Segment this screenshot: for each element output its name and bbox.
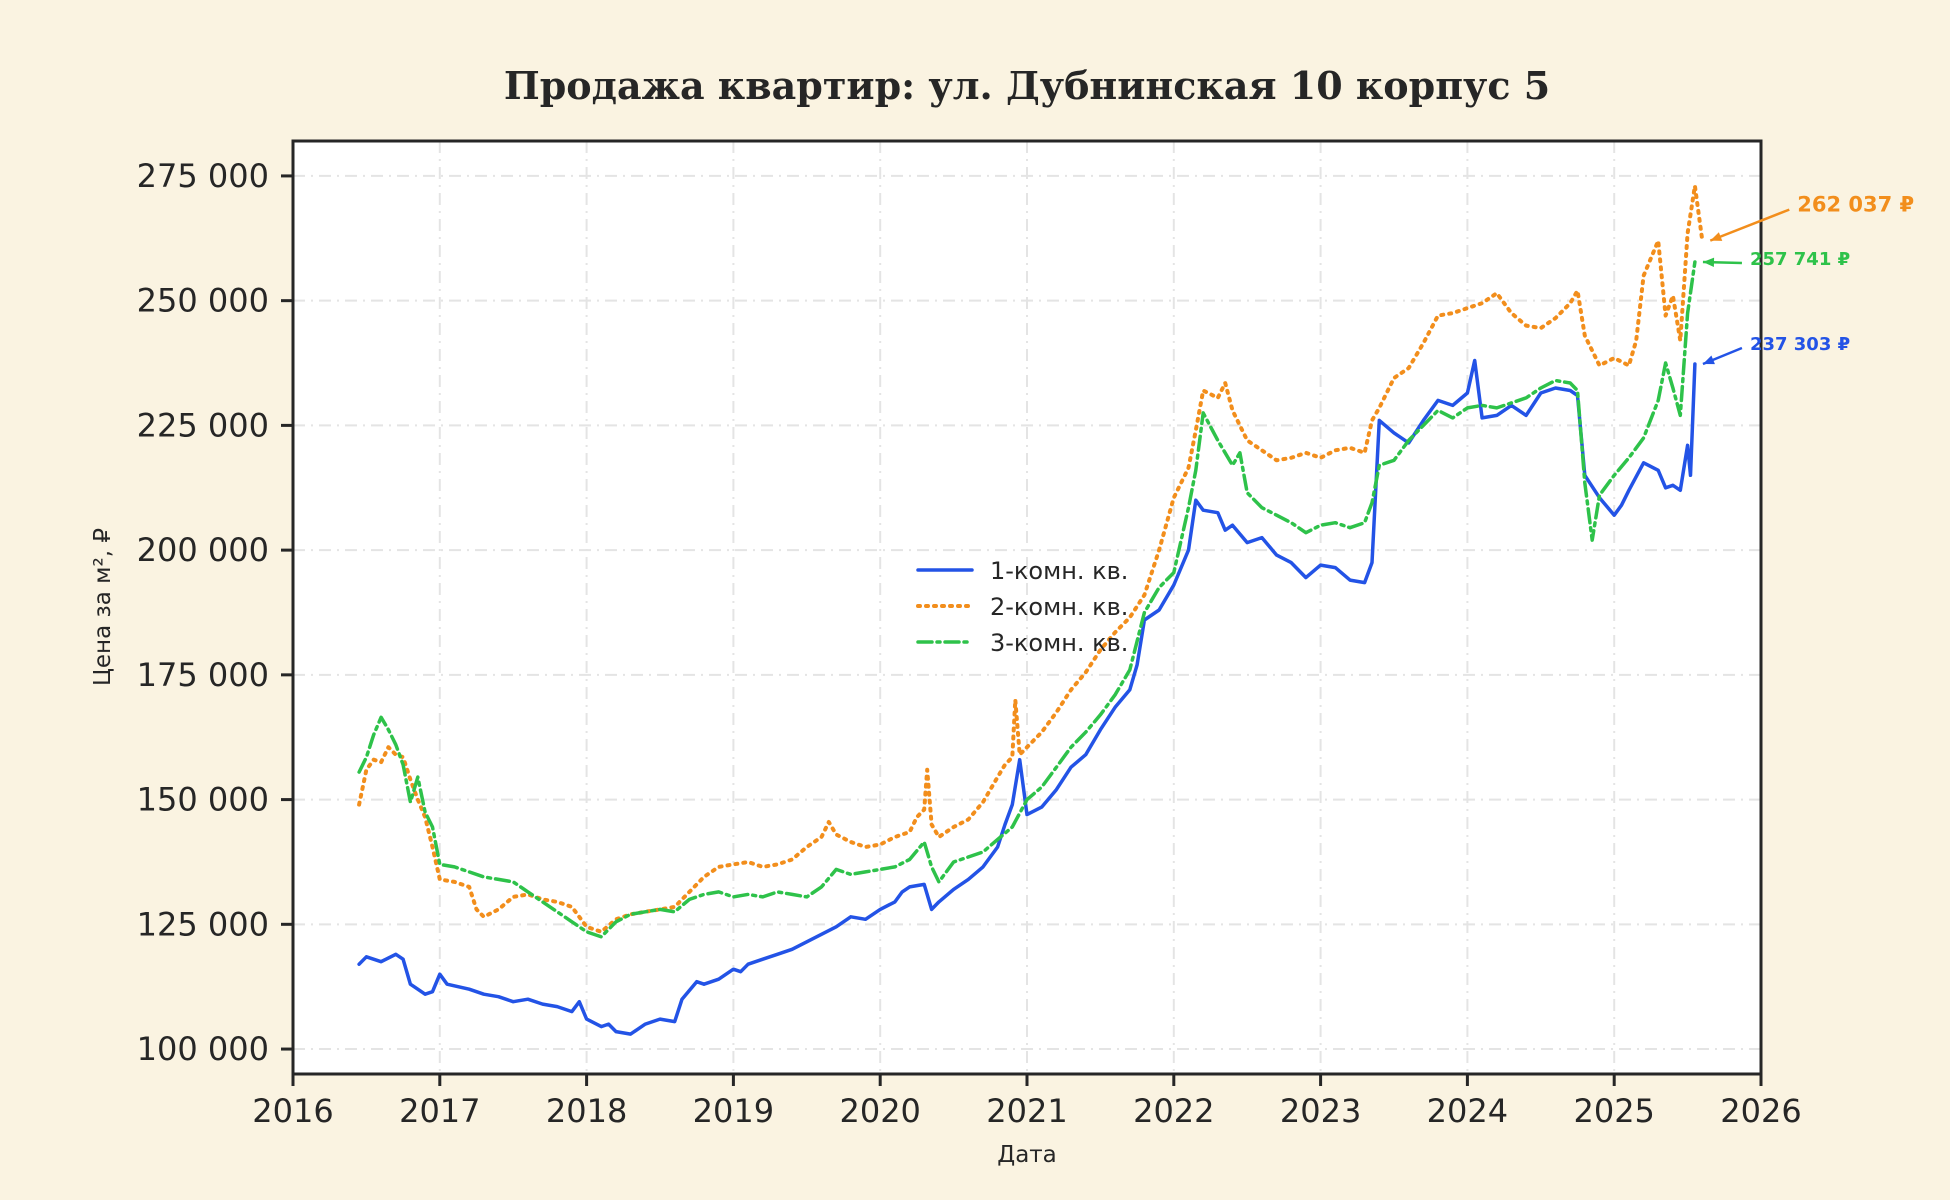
- x-tick-label: 2017: [399, 1092, 480, 1130]
- y-tick-label: 225 000: [137, 406, 269, 444]
- end-label-1k: 237 303 ₽: [1750, 334, 1850, 355]
- y-tick-label: 275 000: [137, 157, 269, 195]
- end-label-arrowhead: [1710, 232, 1723, 241]
- plot-area: [293, 141, 1761, 1074]
- x-tick-label: 2019: [693, 1092, 774, 1130]
- y-tick-label: 125 000: [137, 905, 269, 943]
- y-tick-label: 250 000: [137, 282, 269, 320]
- x-tick-label: 2024: [1427, 1092, 1508, 1130]
- series-group: [357, 183, 1705, 1036]
- y-axis: 100 000 125 000 150 000 175 000 200 000 225 0…: [137, 157, 293, 1068]
- y-tick-label: 200 000: [137, 531, 269, 569]
- y-axis-label: Цена за м², ₽: [90, 528, 116, 686]
- end-label-3k: 257 741 ₽: [1750, 249, 1850, 270]
- x-axis: 2016 2017 2018 2019 2020 2021 2022 2023 2024 2025…: [252, 1074, 1802, 1130]
- x-tick-label: 2020: [839, 1092, 920, 1130]
- series-line-3k: [357, 260, 1697, 939]
- end-label-arrow: [1709, 208, 1790, 242]
- y-tick-label: 175 000: [137, 656, 269, 694]
- y-tick-label: 150 000: [137, 781, 269, 819]
- end-label-arrowhead: [1702, 257, 1715, 267]
- x-tick-label: 2018: [546, 1092, 627, 1130]
- end-label-2k: 262 037 ₽: [1797, 193, 1914, 217]
- end-label-arrowhead: [1702, 355, 1715, 365]
- legend: 1-комн. кв. 2-комн. кв. 3-комн. кв.: [916, 557, 1128, 657]
- series-line-1k: [357, 358, 1697, 1036]
- x-tick-label: 2022: [1133, 1092, 1214, 1130]
- x-axis-label: Дата: [997, 1142, 1057, 1168]
- legend-label: 2-комн. кв.: [990, 593, 1128, 621]
- x-tick-label: 2026: [1720, 1092, 1801, 1130]
- x-tick-label: 2021: [986, 1092, 1067, 1130]
- chart-title: Продажа квартир: ул. Дубнинская 10 корпу…: [504, 63, 1550, 108]
- x-tick-label: 2025: [1573, 1092, 1654, 1130]
- end-labels: 262 037 ₽ 257 741 ₽ 237 303 ₽: [1702, 193, 1914, 366]
- legend-label: 3-комн. кв.: [990, 629, 1128, 657]
- y-tick-label: 100 000: [137, 1030, 269, 1068]
- x-tick-label: 2023: [1280, 1092, 1361, 1130]
- legend-label: 1-комн. кв.: [990, 557, 1128, 585]
- x-tick-label: 2016: [252, 1092, 333, 1130]
